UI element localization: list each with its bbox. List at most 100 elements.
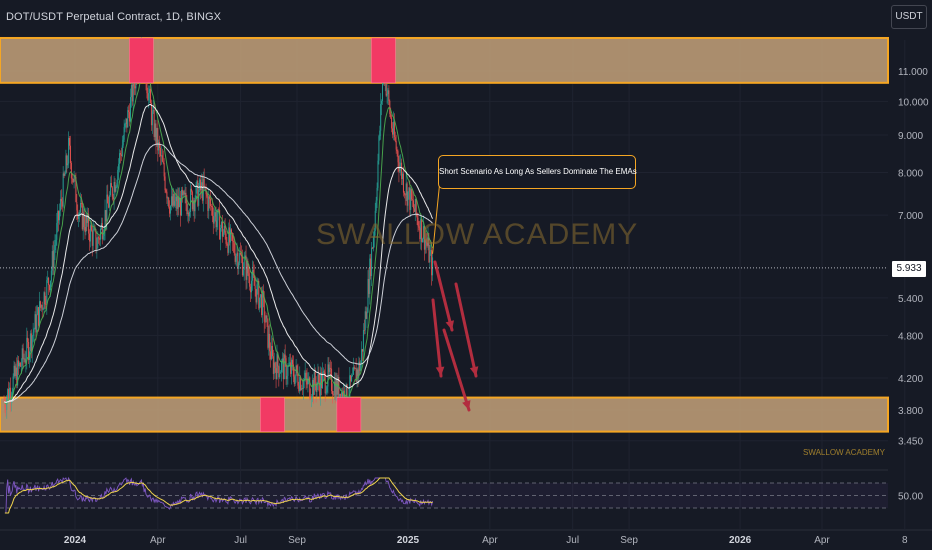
candle-body [111, 187, 113, 197]
candle [355, 358, 357, 382]
candle [400, 154, 402, 176]
candle-body [146, 83, 148, 94]
symbol-title[interactable]: DOT/USDT Perpetual Contract, 1D, BINGX [6, 11, 222, 23]
candle-body [219, 210, 221, 240]
candle-body [390, 113, 392, 118]
candle-body [150, 88, 152, 104]
projection-arrow [442, 328, 471, 412]
currency-button[interactable]: USDT [891, 5, 927, 29]
candle-body [429, 251, 431, 263]
candle-body [311, 396, 313, 399]
candle-body [278, 366, 280, 378]
candle-body [25, 359, 27, 363]
candle [411, 187, 413, 201]
candle-body [170, 196, 172, 206]
candle [321, 367, 323, 396]
candle [86, 214, 88, 232]
candle-body [73, 175, 75, 183]
candle [247, 258, 249, 276]
candle-body [122, 139, 124, 146]
candle [335, 372, 337, 402]
candle [265, 315, 267, 323]
candle-body [180, 198, 182, 216]
candle-body [367, 278, 369, 313]
candle [30, 329, 32, 359]
candle [321, 362, 323, 389]
candle-body [270, 351, 272, 360]
candle-body [158, 141, 160, 151]
candle-body [279, 373, 281, 378]
candle [270, 342, 272, 368]
zone-touch-marker [371, 37, 396, 84]
time-tick-label: Apr [814, 535, 830, 546]
candle-body [412, 200, 414, 209]
candle [333, 372, 335, 401]
candle [362, 323, 364, 360]
candle-body [82, 212, 84, 230]
candle-body [35, 314, 37, 333]
candle-body [227, 244, 229, 253]
candle [95, 228, 97, 254]
candle [393, 113, 395, 141]
candle [237, 248, 239, 275]
candle [96, 237, 98, 259]
candle-body [95, 229, 97, 250]
candle [431, 242, 433, 286]
candle [190, 184, 192, 195]
candle [298, 381, 300, 393]
candle [87, 207, 89, 227]
candle [303, 370, 305, 389]
candle-body [214, 212, 216, 217]
candle-body [7, 389, 9, 399]
candle-body [90, 225, 92, 231]
candle [182, 190, 184, 198]
candle [377, 153, 379, 191]
candle [271, 335, 273, 361]
candle-body [14, 365, 16, 376]
candle [289, 353, 291, 367]
candle [287, 363, 289, 385]
scenario-annotation[interactable]: Short Scenario As Long As Sellers Domina… [438, 155, 637, 189]
candle-body [149, 88, 151, 94]
candle-body [118, 163, 120, 170]
candle-body [396, 149, 398, 152]
time-axis[interactable]: 2024 Apr Jul Sep 2025 Apr Jul Sep 2026 Apr 8 [64, 535, 908, 546]
candle [152, 100, 154, 115]
candle [64, 170, 66, 177]
candle [368, 268, 370, 298]
candle-body [244, 255, 246, 258]
candle-body [172, 193, 174, 206]
candle-body [148, 93, 150, 101]
candle [179, 187, 181, 208]
candle [280, 370, 282, 374]
candle-body [284, 354, 286, 359]
candle-body [200, 179, 202, 191]
candle-body [157, 127, 159, 151]
candle [312, 377, 314, 404]
candle [190, 182, 192, 218]
time-tick-label: 2024 [64, 535, 87, 546]
candle-body [414, 198, 416, 212]
candle-body [351, 375, 353, 382]
candle [363, 319, 365, 335]
arrow-head [445, 320, 455, 330]
candle-body [119, 153, 121, 164]
candle [380, 93, 382, 140]
candle [267, 318, 269, 350]
candle-body [28, 341, 30, 360]
price-axis[interactable]: 11.000 10.000 9.000 8.000 7.000 5.400 4.800 4.2… [898, 67, 929, 503]
candle [405, 172, 407, 202]
candle-body [411, 189, 413, 200]
candle [269, 324, 271, 360]
candle-body [410, 189, 412, 210]
candle [118, 158, 120, 180]
price-tick-label: 11.000 [898, 67, 928, 78]
candle [224, 218, 226, 240]
candle-body [269, 333, 271, 352]
candle-body [378, 136, 380, 161]
candle-body [322, 371, 324, 373]
candle [257, 278, 259, 295]
candle [55, 234, 57, 253]
candle [230, 228, 232, 241]
